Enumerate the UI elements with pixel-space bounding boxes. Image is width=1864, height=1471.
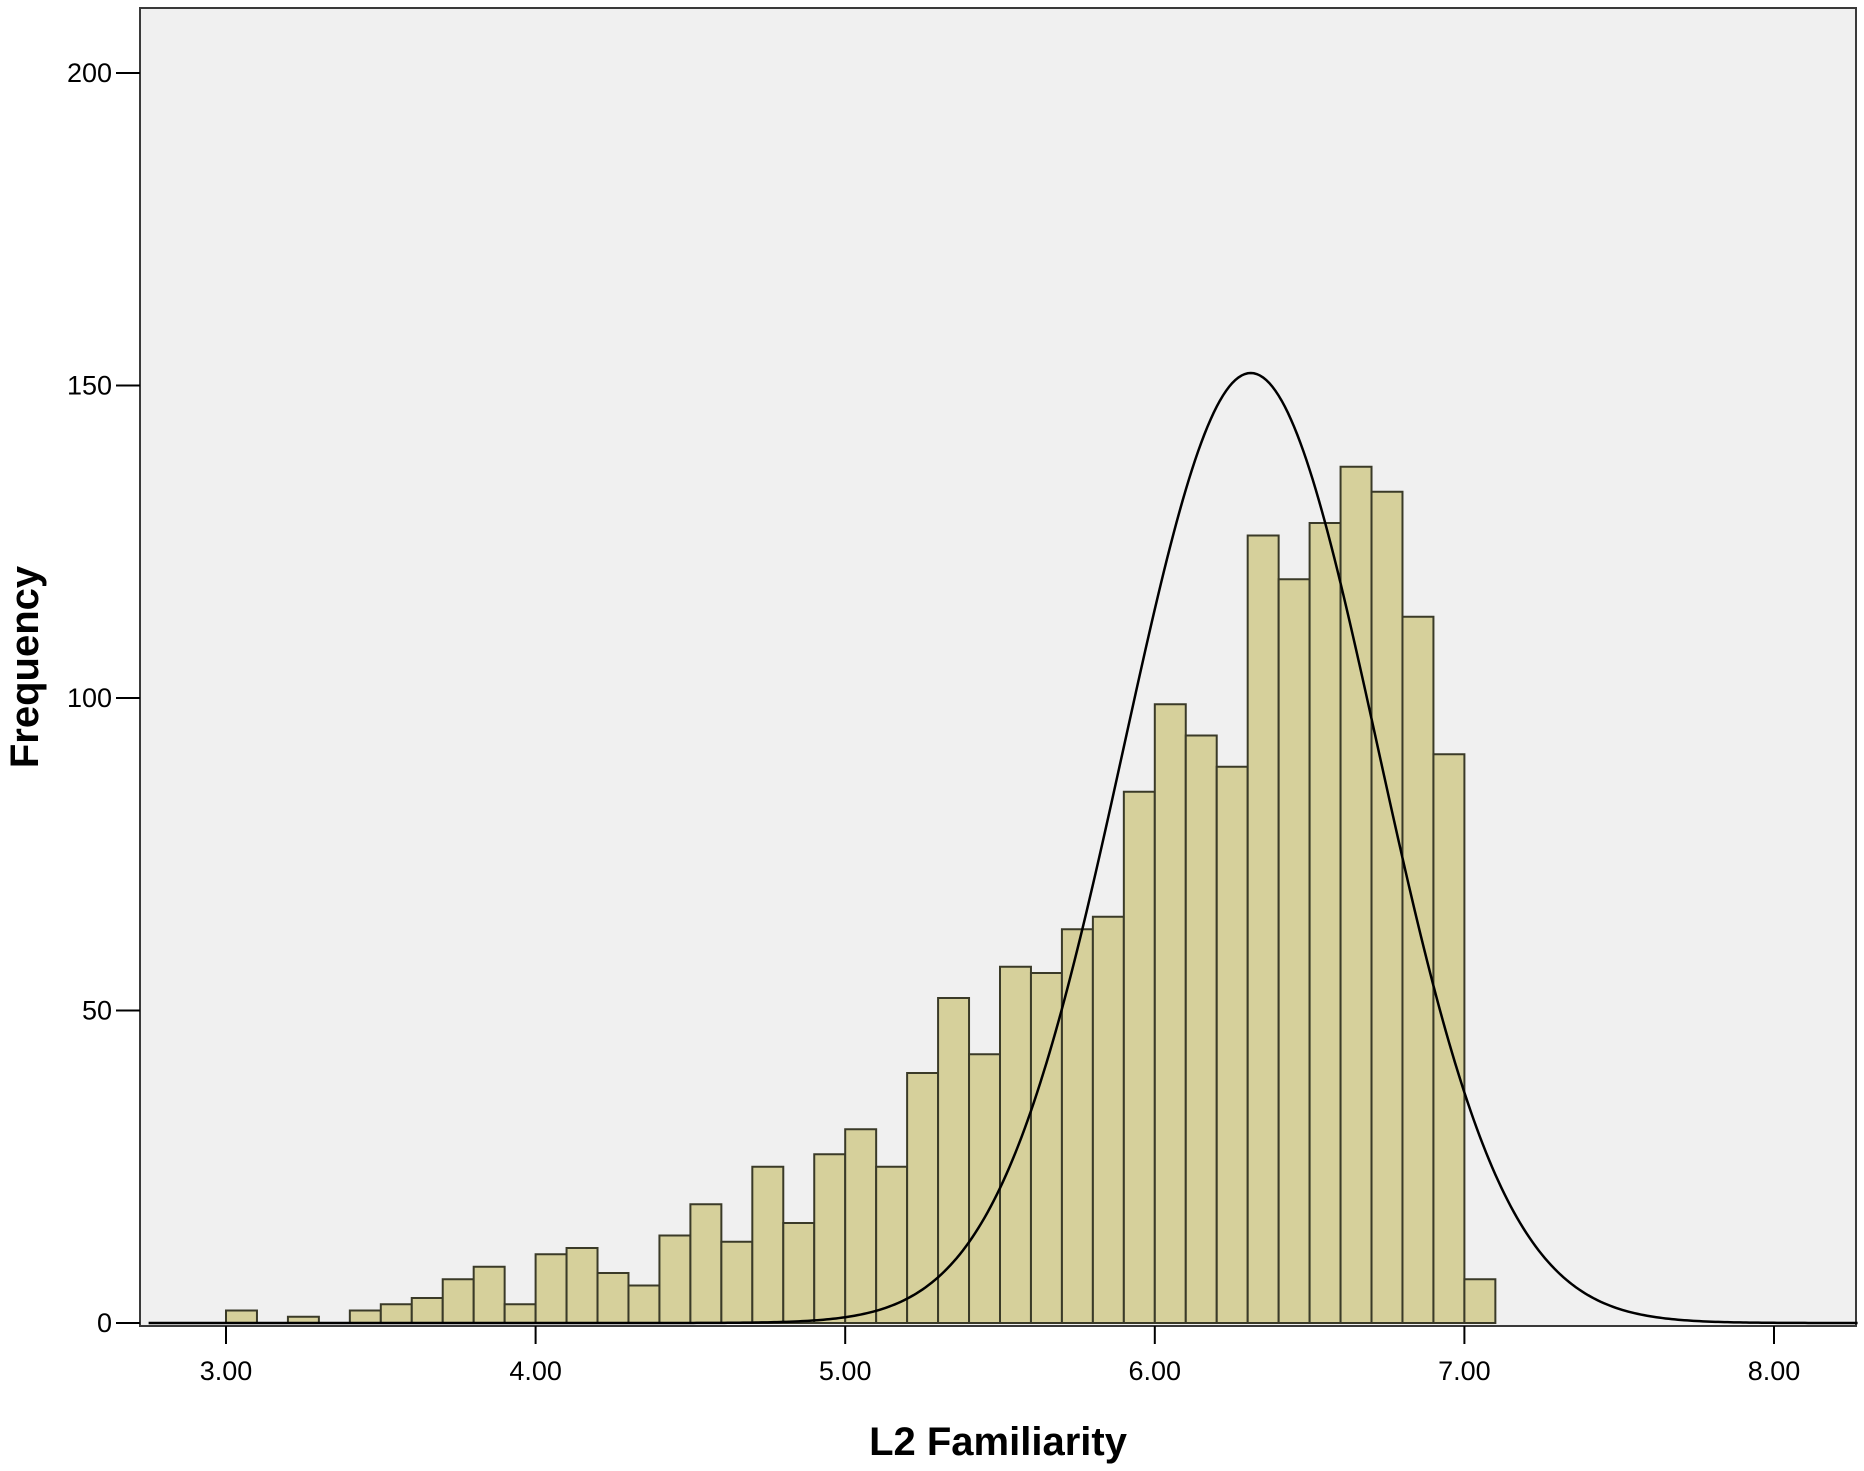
- histogram-bar: [906, 1072, 940, 1324]
- x-tick-label: 7.00: [1438, 1356, 1491, 1386]
- histogram-bar: [1215, 765, 1249, 1324]
- histogram-bar: [472, 1265, 506, 1324]
- x-axis-title: L2 Familiarity: [869, 1420, 1128, 1464]
- histogram-bar: [1153, 703, 1187, 1324]
- histogram-bar: [627, 1284, 661, 1324]
- histogram-bar: [751, 1165, 785, 1324]
- histogram-bar: [596, 1272, 630, 1324]
- x-tick-label: 8.00: [1748, 1356, 1801, 1386]
- x-tick-label: 6.00: [1129, 1356, 1182, 1386]
- histogram-bars: [225, 465, 1497, 1324]
- histogram-bar: [379, 1303, 413, 1324]
- y-tick-label: 100: [67, 683, 112, 713]
- histogram-bar: [1091, 915, 1125, 1324]
- histogram-bar: [225, 1309, 258, 1324]
- histogram-bar: [348, 1309, 382, 1324]
- histogram-bar: [410, 1297, 444, 1324]
- histogram-bar: [813, 1153, 847, 1324]
- histogram-bar: [782, 1222, 816, 1324]
- histogram-bar: [565, 1247, 599, 1324]
- histogram-bar: [1246, 534, 1280, 1324]
- histogram-bar: [844, 1128, 878, 1324]
- histogram-bar: [658, 1234, 692, 1324]
- y-axis-title: Frequency: [3, 565, 47, 768]
- x-tick-label: 4.00: [509, 1356, 562, 1386]
- histogram-bar: [1277, 578, 1311, 1324]
- x-tick-label: 5.00: [819, 1356, 872, 1386]
- y-tick-label: 0: [97, 1308, 112, 1338]
- histogram-bar: [1122, 790, 1156, 1324]
- histogram-bar: [1184, 734, 1218, 1324]
- histogram-bar: [1060, 928, 1094, 1324]
- histogram-bar: [1370, 490, 1404, 1324]
- histogram-bar: [999, 965, 1032, 1324]
- y-axis: 0 50 100 150 200: [67, 58, 140, 1338]
- histogram-bar: [503, 1303, 537, 1324]
- histogram-bar: [968, 1053, 1001, 1324]
- y-tick-label: 50: [82, 996, 112, 1026]
- x-tick-label: 3.00: [200, 1356, 253, 1386]
- histogram-bar: [1401, 615, 1435, 1324]
- histogram-bar: [441, 1278, 475, 1324]
- histogram-bar: [1339, 465, 1373, 1324]
- histogram-bar: [875, 1165, 909, 1324]
- histogram-bar: [534, 1253, 568, 1324]
- histogram-bar: [1463, 1278, 1497, 1324]
- normal-curve: [148, 371, 1858, 1325]
- histogram-bar: [720, 1240, 754, 1324]
- histogram-bar: [1308, 522, 1342, 1324]
- y-tick-label: 200: [67, 58, 112, 88]
- histogram-bar: [689, 1203, 723, 1324]
- y-tick-label: 150: [67, 371, 112, 401]
- histogram-bar: [937, 997, 971, 1324]
- x-axis: 3.00 4.00 5.00 6.00 7.00 8.00: [200, 1326, 1801, 1386]
